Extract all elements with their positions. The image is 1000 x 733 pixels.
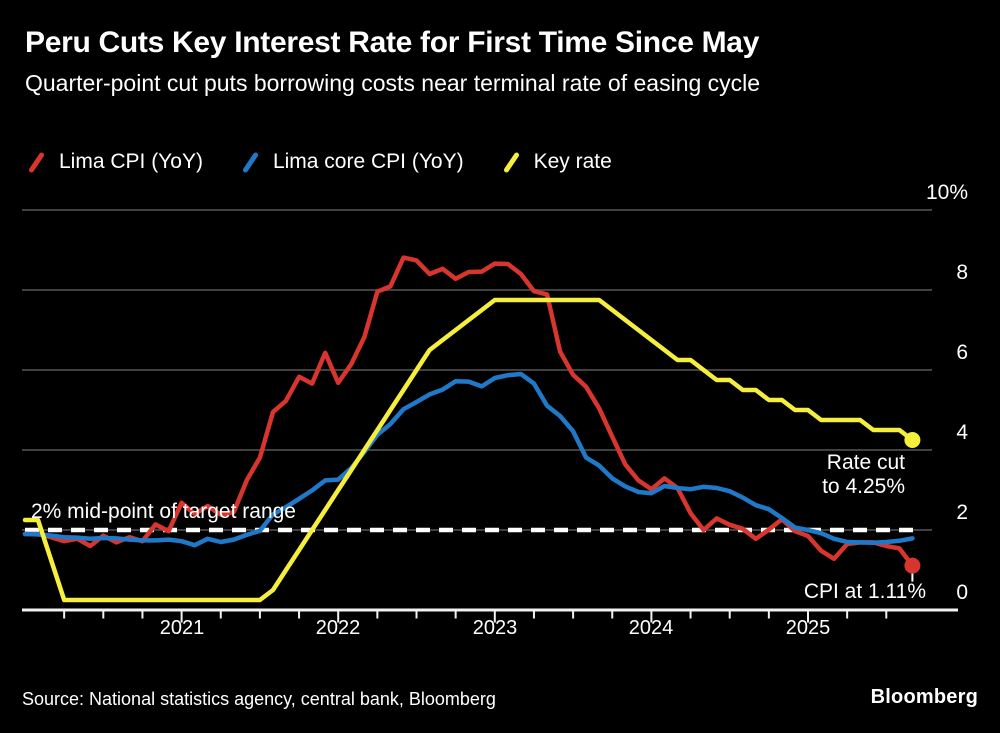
x-axis-label-2021: 2021 xyxy=(159,617,205,639)
legend-label: Key rate xyxy=(533,150,612,173)
series-line-lima-cpi-yoy- xyxy=(22,255,915,568)
x-axis-label-2025: 2025 xyxy=(785,617,831,639)
end-dot-key-rate xyxy=(904,432,921,448)
legend-item-lima-core-cpi: Lima core CPI (YoY) xyxy=(239,150,464,174)
annotation-cpi-end: CPI at 1.11% xyxy=(803,580,926,603)
annotation-rate-cut: Rate cut to 4.25% xyxy=(822,451,905,499)
series-line-lima-core-cpi-yoy- xyxy=(22,371,915,548)
annotation-target-range: 2% mid-point of target range xyxy=(31,500,296,523)
x-axis-label-2023: 2023 xyxy=(472,617,518,639)
legend-label: Lima core CPI (YoY) xyxy=(272,150,464,173)
source-note: Source: National statistics agency, cent… xyxy=(22,689,496,709)
y-axis-label-6: 6 xyxy=(956,341,968,364)
chart-subtitle: Quarter-point cut puts borrowing costs n… xyxy=(25,70,761,96)
x-axis-label-2024: 2024 xyxy=(628,617,674,639)
x-axis-label-2022: 2022 xyxy=(315,617,361,639)
legend-label: Lima CPI (YoY) xyxy=(59,150,203,173)
yellow-slash-icon xyxy=(502,151,520,173)
series-line-key-rate xyxy=(22,297,915,603)
y-axis-label-8: 8 xyxy=(956,261,968,284)
y-axis-label-0: 0 xyxy=(956,581,968,604)
legend-item-lima-cpi: Lima CPI (YoY) xyxy=(25,150,203,174)
y-axis-label-4: 4 xyxy=(956,421,968,444)
end-dot-lima-cpi-yoy- xyxy=(904,557,921,574)
blue-slash-icon xyxy=(241,151,259,173)
red-slash-icon xyxy=(27,151,46,173)
annotation-rate-cut-line2: to 4.25% xyxy=(822,475,905,498)
chart-legend: Lima CPI (YoY) Lima core CPI (YoY) Key r… xyxy=(25,150,612,174)
y-axis-label-2: 2 xyxy=(956,501,968,524)
bloomberg-logo: Bloomberg xyxy=(870,686,978,708)
legend-item-key-rate: Key rate xyxy=(500,150,612,174)
annotation-rate-cut-line1: Rate cut xyxy=(826,451,905,474)
chart-title: Peru Cuts Key Interest Rate for First Ti… xyxy=(25,26,760,59)
y-axis-label-10: 10% xyxy=(925,181,968,204)
